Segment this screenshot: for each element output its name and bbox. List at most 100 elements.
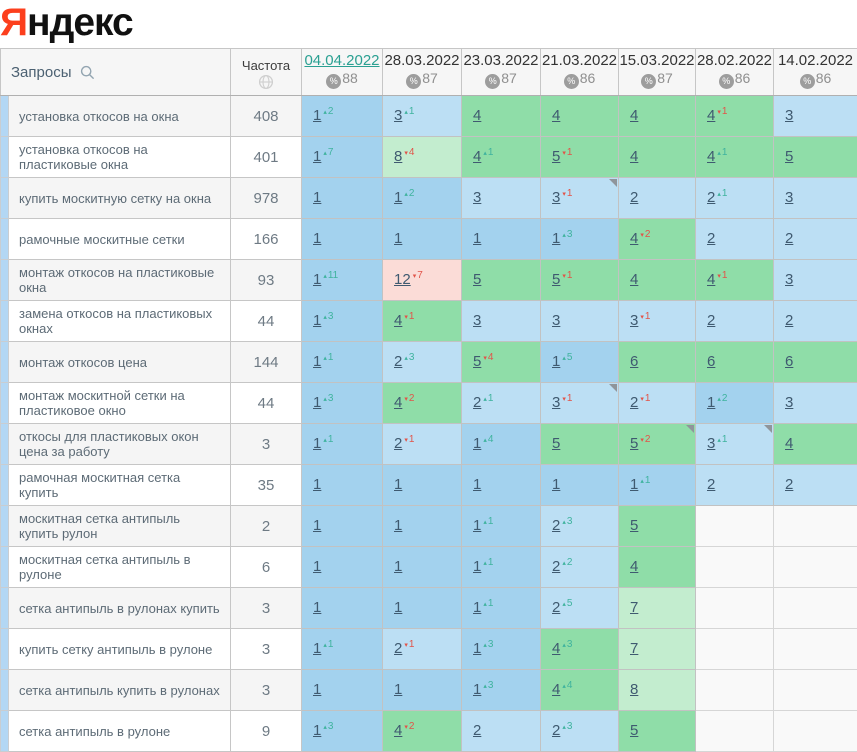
position-link[interactable]: 4	[707, 271, 715, 288]
position-link[interactable]: 3	[707, 435, 715, 452]
position-link[interactable]: 5	[785, 148, 793, 165]
position-link[interactable]: 4	[473, 148, 481, 165]
position-link[interactable]: 1	[313, 271, 321, 288]
position-link[interactable]: 4	[785, 435, 793, 452]
position-link[interactable]: 1	[394, 517, 402, 534]
position-link[interactable]: 1	[473, 435, 481, 452]
position-link[interactable]: 3	[473, 312, 481, 329]
position-link[interactable]: 5	[630, 517, 638, 534]
position-link[interactable]: 1	[313, 558, 321, 575]
position-link[interactable]: 7	[630, 599, 638, 616]
row-selector-strip[interactable]	[1, 506, 9, 547]
position-link[interactable]: 2	[707, 189, 715, 206]
position-link[interactable]: 4	[552, 640, 560, 657]
position-link[interactable]: 1	[394, 230, 402, 247]
position-link[interactable]: 1	[552, 476, 560, 493]
position-link[interactable]: 4	[394, 394, 402, 411]
row-selector-strip[interactable]	[1, 588, 9, 629]
position-link[interactable]: 1	[707, 394, 715, 411]
position-link[interactable]: 3	[785, 107, 793, 124]
position-link[interactable]: 4	[630, 230, 638, 247]
position-link[interactable]: 1	[394, 681, 402, 698]
position-link[interactable]: 3	[552, 189, 560, 206]
position-link[interactable]: 5	[630, 722, 638, 739]
position-link[interactable]: 2	[473, 722, 481, 739]
position-link[interactable]: 1	[313, 312, 321, 329]
search-icon[interactable]	[80, 65, 95, 80]
row-selector-strip[interactable]	[1, 424, 9, 465]
position-link[interactable]: 3	[473, 189, 481, 206]
position-link[interactable]: 8	[394, 148, 402, 165]
position-link[interactable]: 1	[473, 558, 481, 575]
position-link[interactable]: 2	[707, 230, 715, 247]
row-selector-strip[interactable]	[1, 670, 9, 711]
yandex-logo[interactable]: Яндекс	[0, 1, 133, 44]
position-link[interactable]: 1	[313, 189, 321, 206]
position-link[interactable]: 1	[313, 476, 321, 493]
position-link[interactable]: 5	[630, 435, 638, 452]
row-selector-strip[interactable]	[1, 342, 9, 383]
row-selector-strip[interactable]	[1, 629, 9, 670]
position-link[interactable]: 12	[394, 271, 411, 288]
position-link[interactable]: 2	[785, 476, 793, 493]
position-link[interactable]: 1	[313, 640, 321, 657]
position-link[interactable]: 3	[552, 312, 560, 329]
position-link[interactable]: 6	[707, 353, 715, 370]
position-link[interactable]: 2	[785, 230, 793, 247]
position-link[interactable]: 1	[313, 230, 321, 247]
position-link[interactable]: 2	[707, 312, 715, 329]
position-link[interactable]: 2	[552, 599, 560, 616]
position-link[interactable]: 1	[552, 353, 560, 370]
position-link[interactable]: 3	[552, 394, 560, 411]
position-link[interactable]: 4	[630, 107, 638, 124]
position-link[interactable]: 5	[473, 271, 481, 288]
position-link[interactable]: 4	[473, 107, 481, 124]
position-link[interactable]: 2	[630, 189, 638, 206]
position-link[interactable]: 1	[313, 148, 321, 165]
position-link[interactable]: 4	[630, 271, 638, 288]
row-selector-strip[interactable]	[1, 547, 9, 588]
position-link[interactable]: 1	[313, 353, 321, 370]
position-link[interactable]: 2	[707, 476, 715, 493]
row-selector-strip[interactable]	[1, 711, 9, 752]
date-label[interactable]: 04.04.2022	[302, 52, 382, 70]
row-selector-strip[interactable]	[1, 219, 9, 260]
position-link[interactable]: 1	[552, 230, 560, 247]
position-link[interactable]: 4	[707, 148, 715, 165]
row-selector-strip[interactable]	[1, 465, 9, 506]
position-link[interactable]: 1	[313, 722, 321, 739]
position-link[interactable]: 4	[630, 558, 638, 575]
row-selector-strip[interactable]	[1, 96, 9, 137]
position-link[interactable]: 3	[394, 107, 402, 124]
position-link[interactable]: 1	[394, 599, 402, 616]
position-link[interactable]: 2	[394, 640, 402, 657]
position-link[interactable]: 1	[630, 476, 638, 493]
position-link[interactable]: 2	[630, 394, 638, 411]
position-link[interactable]: 5	[552, 148, 560, 165]
position-link[interactable]: 4	[394, 722, 402, 739]
position-link[interactable]: 4	[707, 107, 715, 124]
position-link[interactable]: 1	[313, 599, 321, 616]
position-link[interactable]: 1	[313, 435, 321, 452]
position-link[interactable]: 1	[313, 394, 321, 411]
position-link[interactable]: 6	[785, 353, 793, 370]
position-link[interactable]: 2	[552, 517, 560, 534]
position-link[interactable]: 2	[394, 435, 402, 452]
position-link[interactable]: 4	[394, 312, 402, 329]
position-link[interactable]: 1	[473, 230, 481, 247]
position-link[interactable]: 1	[394, 476, 402, 493]
position-link[interactable]: 2	[552, 558, 560, 575]
row-selector-strip[interactable]	[1, 137, 9, 178]
position-link[interactable]: 5	[552, 435, 560, 452]
position-link[interactable]: 4	[552, 107, 560, 124]
position-link[interactable]: 1	[394, 189, 402, 206]
position-link[interactable]: 1	[473, 599, 481, 616]
position-link[interactable]: 1	[473, 681, 481, 698]
position-link[interactable]: 1	[473, 640, 481, 657]
position-link[interactable]: 6	[630, 353, 638, 370]
position-link[interactable]: 1	[313, 517, 321, 534]
row-selector-strip[interactable]	[1, 383, 9, 424]
row-selector-strip[interactable]	[1, 178, 9, 219]
position-link[interactable]: 1	[473, 476, 481, 493]
row-selector-strip[interactable]	[1, 301, 9, 342]
